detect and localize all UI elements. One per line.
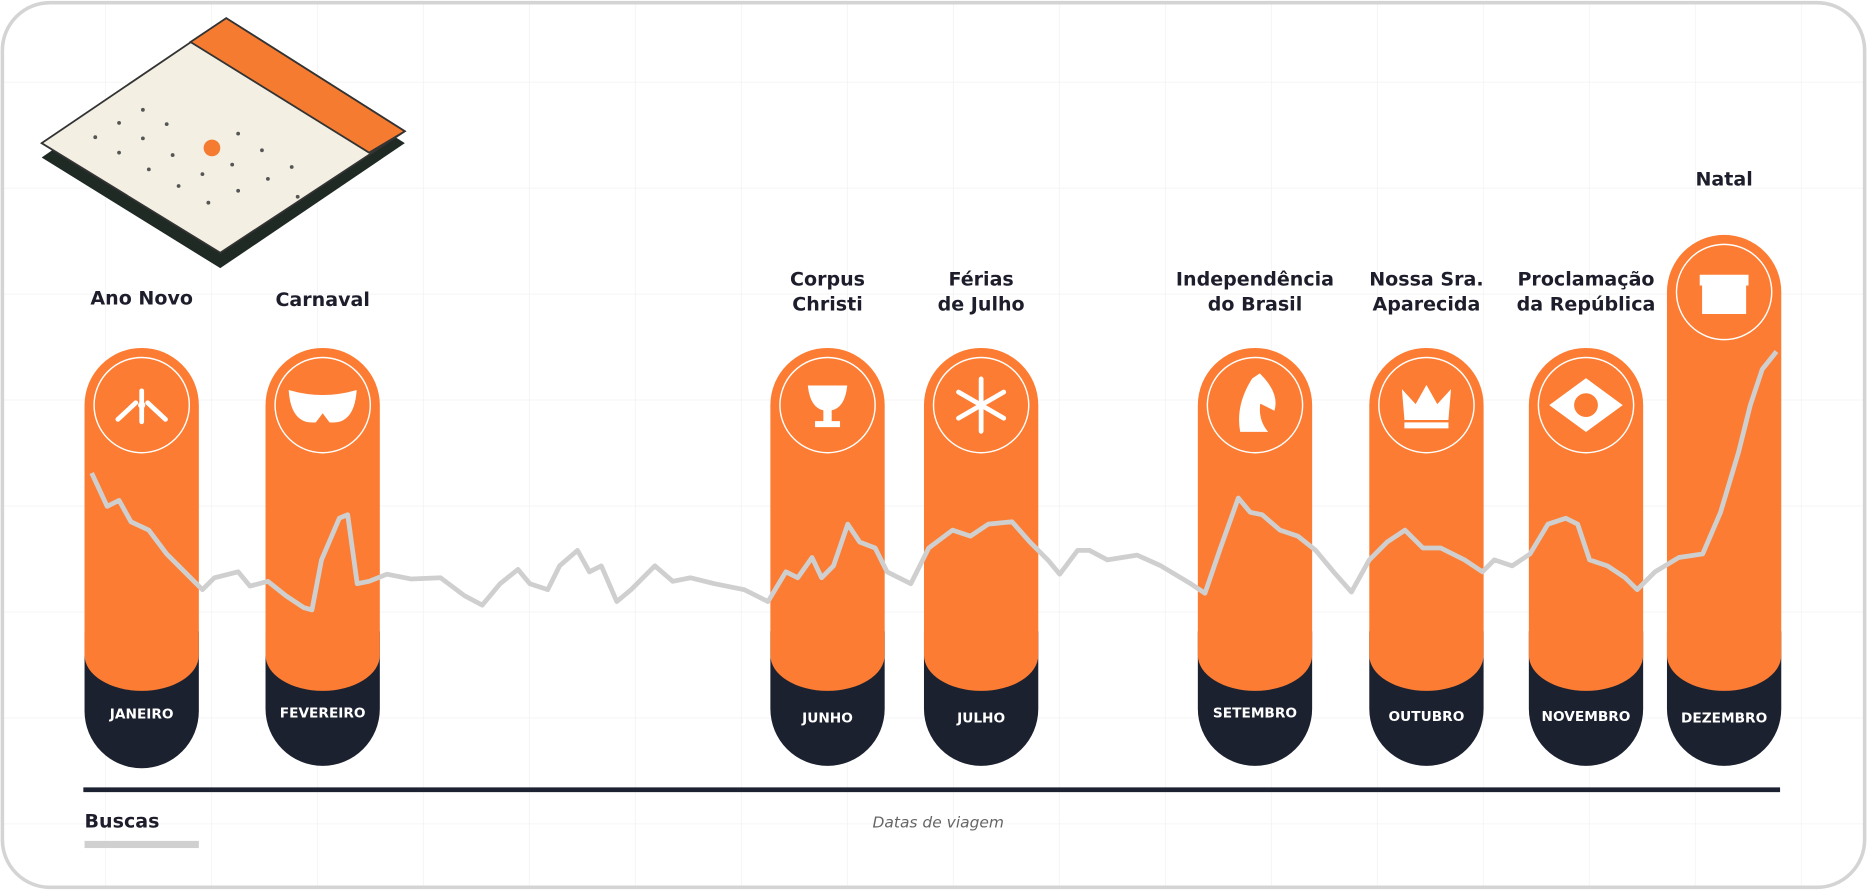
pill-top — [770, 347, 885, 691]
pill-top — [1369, 347, 1484, 691]
icon-glyph — [1239, 373, 1276, 432]
icon-glyph — [956, 376, 1007, 434]
month-label: NOVEMBRO — [1542, 709, 1631, 725]
pill-top — [1666, 234, 1782, 691]
holiday-pill: Carnaval FEVEREIRO — [265, 289, 380, 766]
icon-ring — [1675, 243, 1773, 341]
holiday-name: Nossa Sra. — [1369, 269, 1483, 291]
month-label: SETEMBRO — [1213, 706, 1297, 722]
pill-top — [265, 347, 380, 691]
month-label: JANEIRO — [109, 707, 174, 723]
calendar-illustration — [40, 17, 407, 269]
holiday-name: Férias — [948, 269, 1013, 291]
icon-glyph — [1699, 274, 1749, 315]
holiday-name: Corpus — [790, 269, 865, 291]
icon-glyph — [807, 385, 848, 428]
icon-ring — [274, 356, 372, 454]
icon-ring — [779, 356, 876, 454]
holiday-pill: Natal DEZEMBRO — [1666, 169, 1782, 766]
pill-top — [84, 347, 199, 691]
icon-ring — [93, 356, 191, 454]
holiday-name: Christi — [792, 294, 862, 316]
legend-label: Buscas — [85, 810, 160, 832]
holiday-name: Ano Novo — [90, 288, 193, 310]
holiday-name: Proclamação — [1517, 269, 1654, 291]
icon-glyph — [115, 388, 168, 425]
holiday-name: da República — [1517, 294, 1656, 316]
month-label: JULHO — [956, 710, 1005, 726]
icon-ring — [1537, 356, 1635, 454]
holiday-name: Carnaval — [275, 289, 369, 311]
holiday-pill: Nossa Sra. Aparecida OUTUBRO — [1369, 269, 1484, 766]
month-label: OUTUBRO — [1389, 709, 1465, 725]
holiday-name: Natal — [1695, 169, 1752, 191]
holiday-pill: Férias de Julho JULHO — [923, 269, 1039, 766]
icon-glyph — [288, 390, 357, 423]
pill-top — [923, 347, 1039, 691]
search-trend-line — [89, 350, 1779, 613]
holiday-pill: Ano Novo JANEIRO — [84, 288, 199, 769]
icon-ring — [1378, 356, 1475, 454]
pill-top — [1197, 347, 1313, 691]
icon-glyph — [1401, 384, 1451, 429]
icon-ring — [932, 356, 1030, 454]
holiday-pill: Independência do Brasil SETEMBRO — [1176, 269, 1334, 766]
holiday-pill: Proclamação da República NOVEMBRO — [1517, 269, 1656, 766]
legend-swatch — [84, 840, 199, 849]
holiday-name: do Brasil — [1208, 294, 1303, 316]
x-axis-label: Datas de viagem — [873, 814, 1005, 832]
month-label: FEVEREIRO — [280, 706, 366, 722]
month-label: DEZEMBRO — [1681, 710, 1767, 726]
month-label: JUNHO — [801, 710, 853, 726]
icon-ring — [1206, 356, 1304, 454]
pill-top — [1528, 347, 1644, 691]
holiday-pills: Ano Novo JANEIRO Carnaval FEVEREIRO Corpus Ch… — [84, 169, 1782, 769]
holiday-name: Aparecida — [1373, 294, 1481, 316]
holiday-name: Independência — [1176, 269, 1334, 291]
icon-detail — [1574, 393, 1598, 418]
holiday-pill: Corpus Christi JUNHO — [770, 269, 885, 766]
holiday-name: de Julho — [938, 294, 1025, 316]
